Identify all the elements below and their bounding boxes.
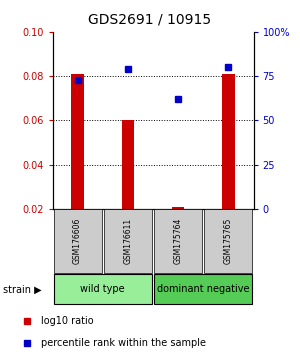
Text: strain ▶: strain ▶ [3, 284, 42, 295]
Text: GSM176611: GSM176611 [123, 218, 132, 264]
Bar [154, 274, 253, 304]
Bar [122, 120, 134, 209]
Bar [53, 209, 102, 273]
Text: GSM175764: GSM175764 [174, 217, 183, 264]
Text: wild type: wild type [80, 284, 125, 295]
Bar [172, 207, 184, 209]
Bar [71, 74, 84, 209]
Bar [154, 209, 202, 273]
Text: log10 ratio: log10 ratio [41, 316, 94, 326]
Text: percentile rank within the sample: percentile rank within the sample [41, 338, 206, 348]
Bar [53, 274, 152, 304]
Text: dominant negative: dominant negative [157, 284, 250, 295]
Bar [104, 209, 152, 273]
Bar [204, 209, 253, 273]
Text: GSM176606: GSM176606 [73, 217, 82, 264]
Bar [222, 74, 235, 209]
Text: GDS2691 / 10915: GDS2691 / 10915 [88, 12, 212, 27]
Text: GSM175765: GSM175765 [224, 217, 233, 264]
